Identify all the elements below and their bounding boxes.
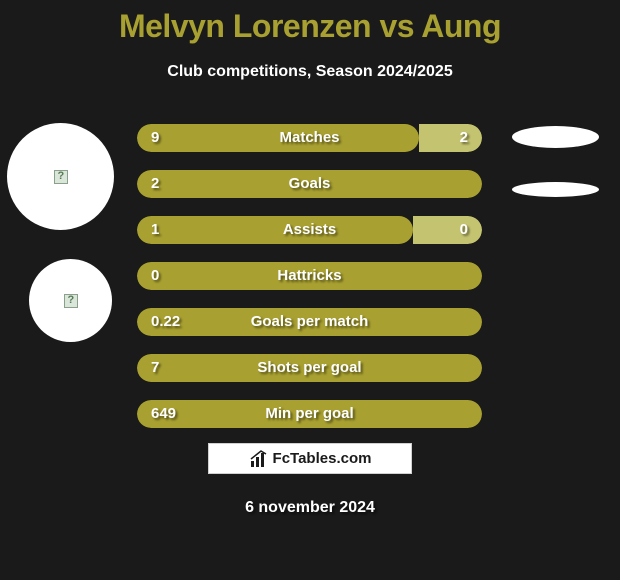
stat-label: Min per goal — [137, 400, 482, 428]
footer-date: 6 november 2024 — [0, 499, 620, 517]
team-avatar-left — [29, 259, 112, 342]
broken-image-icon — [54, 170, 68, 184]
stat-row: 0Hattricks — [137, 262, 482, 290]
brand-text: FcTables.com — [273, 450, 372, 467]
stat-row: 7Shots per goal — [137, 354, 482, 382]
stat-label: Shots per goal — [137, 354, 482, 382]
stat-row: 10Assists — [137, 216, 482, 244]
player-avatar-left — [7, 123, 114, 230]
comparison-title: Melvyn Lorenzen vs Aung — [0, 0, 620, 45]
stat-label: Goals per match — [137, 308, 482, 336]
stat-row: 2Goals — [137, 170, 482, 198]
chart-icon — [249, 449, 269, 469]
broken-image-icon — [64, 294, 78, 308]
stat-row: 92Matches — [137, 124, 482, 152]
stat-row: 649Min per goal — [137, 400, 482, 428]
brand-badge: FcTables.com — [208, 443, 412, 474]
team-avatar-right — [512, 182, 599, 197]
comparison-subtitle: Club competitions, Season 2024/2025 — [0, 63, 620, 81]
stat-label: Assists — [137, 216, 482, 244]
stat-label: Goals — [137, 170, 482, 198]
player-avatar-right — [512, 126, 599, 148]
stats-bars: 92Matches 2Goals 10Assists 0Hattricks 0.22Go… — [137, 124, 482, 446]
stat-label: Matches — [137, 124, 482, 152]
stat-label: Hattricks — [137, 262, 482, 290]
stat-row: 0.22Goals per match — [137, 308, 482, 336]
